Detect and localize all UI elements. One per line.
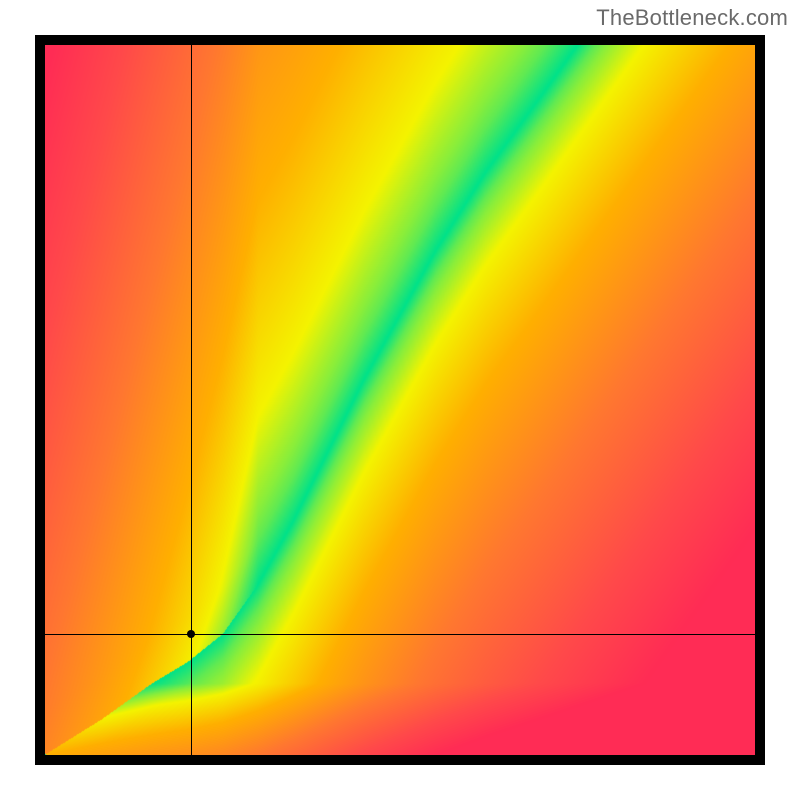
plot-frame xyxy=(35,35,765,765)
crosshair-horizontal xyxy=(45,634,755,635)
chart-container: TheBottleneck.com xyxy=(0,0,800,800)
crosshair-vertical xyxy=(191,45,192,755)
watermark-text: TheBottleneck.com xyxy=(596,5,788,31)
heatmap-canvas xyxy=(45,45,755,755)
plot-inner xyxy=(45,45,755,755)
crosshair-marker-dot xyxy=(187,630,195,638)
